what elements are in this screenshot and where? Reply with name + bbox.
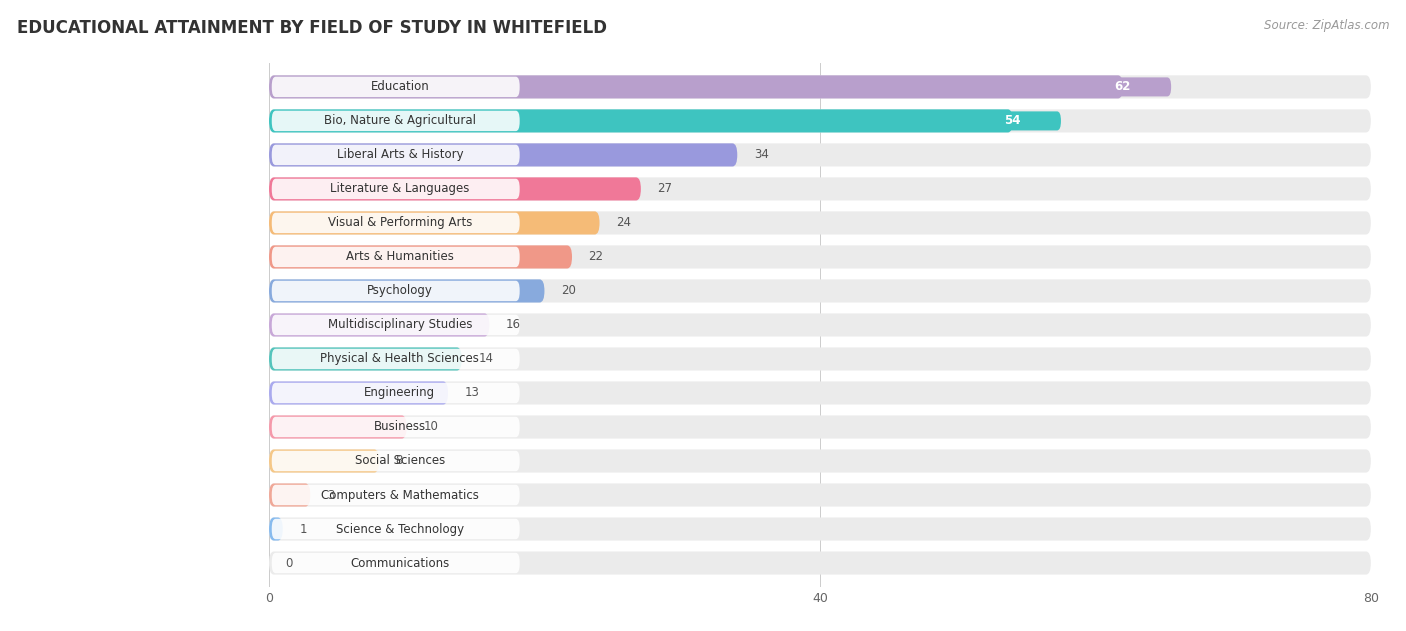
Text: Visual & Performing Arts: Visual & Performing Arts: [328, 216, 472, 230]
Text: 24: 24: [616, 216, 631, 230]
Text: 20: 20: [561, 285, 576, 297]
Text: Liberal Arts & History: Liberal Arts & History: [336, 148, 463, 162]
FancyBboxPatch shape: [271, 451, 520, 471]
FancyBboxPatch shape: [271, 110, 520, 131]
FancyBboxPatch shape: [269, 483, 311, 507]
FancyBboxPatch shape: [271, 417, 520, 437]
FancyBboxPatch shape: [269, 551, 1371, 575]
FancyBboxPatch shape: [269, 348, 461, 370]
FancyBboxPatch shape: [269, 75, 1371, 98]
FancyBboxPatch shape: [269, 381, 1371, 404]
FancyBboxPatch shape: [269, 280, 544, 302]
Text: 14: 14: [478, 353, 494, 365]
Text: 1: 1: [299, 522, 307, 536]
FancyBboxPatch shape: [271, 315, 520, 335]
FancyBboxPatch shape: [269, 314, 489, 336]
Text: 13: 13: [464, 386, 479, 399]
Text: 22: 22: [589, 251, 603, 264]
Text: Physical & Health Sciences: Physical & Health Sciences: [321, 353, 479, 365]
FancyBboxPatch shape: [269, 75, 1123, 98]
Text: Science & Technology: Science & Technology: [336, 522, 464, 536]
FancyBboxPatch shape: [269, 449, 380, 473]
FancyBboxPatch shape: [269, 314, 1371, 336]
Text: 3: 3: [326, 488, 335, 502]
FancyBboxPatch shape: [269, 177, 641, 201]
Text: EDUCATIONAL ATTAINMENT BY FIELD OF STUDY IN WHITEFIELD: EDUCATIONAL ATTAINMENT BY FIELD OF STUDY…: [17, 19, 607, 37]
FancyBboxPatch shape: [269, 449, 1371, 473]
Text: Literature & Languages: Literature & Languages: [330, 182, 470, 196]
FancyBboxPatch shape: [271, 519, 520, 540]
FancyBboxPatch shape: [269, 280, 1371, 302]
Text: Education: Education: [370, 80, 429, 93]
FancyBboxPatch shape: [269, 381, 449, 404]
Text: 16: 16: [506, 319, 520, 331]
FancyBboxPatch shape: [271, 179, 520, 199]
Text: 62: 62: [1115, 80, 1130, 93]
FancyBboxPatch shape: [269, 109, 1371, 133]
Text: 8: 8: [395, 454, 404, 468]
Text: Engineering: Engineering: [364, 386, 436, 399]
FancyBboxPatch shape: [269, 517, 283, 541]
FancyBboxPatch shape: [269, 177, 1371, 201]
FancyBboxPatch shape: [1074, 78, 1171, 97]
FancyBboxPatch shape: [271, 485, 520, 505]
Text: Psychology: Psychology: [367, 285, 433, 297]
Text: 54: 54: [1004, 114, 1021, 127]
FancyBboxPatch shape: [965, 112, 1062, 131]
Text: 34: 34: [754, 148, 769, 162]
Text: Bio, Nature & Agricultural: Bio, Nature & Agricultural: [323, 114, 475, 127]
Text: Computers & Mathematics: Computers & Mathematics: [321, 488, 479, 502]
FancyBboxPatch shape: [269, 143, 1371, 167]
Text: Source: ZipAtlas.com: Source: ZipAtlas.com: [1264, 19, 1389, 32]
FancyBboxPatch shape: [271, 144, 520, 165]
Text: 10: 10: [423, 420, 439, 433]
FancyBboxPatch shape: [269, 143, 737, 167]
Text: Communications: Communications: [350, 557, 450, 570]
FancyBboxPatch shape: [269, 211, 1371, 235]
FancyBboxPatch shape: [271, 383, 520, 403]
FancyBboxPatch shape: [271, 349, 520, 369]
Text: Social Sciences: Social Sciences: [354, 454, 444, 468]
FancyBboxPatch shape: [271, 213, 520, 233]
FancyBboxPatch shape: [269, 245, 572, 269]
FancyBboxPatch shape: [269, 483, 1371, 507]
Text: Business: Business: [374, 420, 426, 433]
FancyBboxPatch shape: [269, 348, 1371, 370]
Text: 27: 27: [658, 182, 672, 196]
Text: Multidisciplinary Studies: Multidisciplinary Studies: [328, 319, 472, 331]
FancyBboxPatch shape: [269, 415, 1371, 439]
Text: 0: 0: [285, 557, 292, 570]
FancyBboxPatch shape: [269, 517, 1371, 541]
Text: Arts & Humanities: Arts & Humanities: [346, 251, 454, 264]
FancyBboxPatch shape: [271, 553, 520, 573]
FancyBboxPatch shape: [271, 77, 520, 97]
FancyBboxPatch shape: [269, 245, 1371, 269]
FancyBboxPatch shape: [269, 415, 406, 439]
FancyBboxPatch shape: [269, 109, 1012, 133]
FancyBboxPatch shape: [271, 247, 520, 267]
FancyBboxPatch shape: [269, 211, 599, 235]
FancyBboxPatch shape: [271, 281, 520, 301]
